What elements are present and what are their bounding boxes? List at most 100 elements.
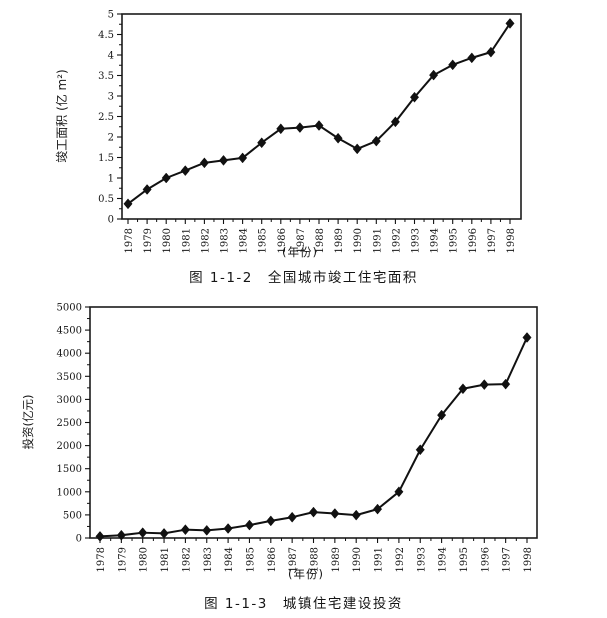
x-tick-label: 1991: [372, 228, 383, 253]
y-tick-label: 1: [108, 174, 114, 185]
y-tick-label: 4500: [57, 326, 82, 337]
x-tick-label: 1994: [430, 228, 441, 253]
data-line: [127, 22, 511, 205]
x-tick-label: 1996: [468, 228, 479, 253]
figure-1-1-3-caption: 图 1-1-3 城镇住宅建设投资: [204, 596, 403, 612]
y-tick-label: 4: [108, 51, 114, 62]
data-point-marker: [437, 409, 447, 421]
x-tick-label: 1980: [139, 547, 150, 572]
data-point-marker: [351, 509, 361, 521]
x-tick-label: 1979: [117, 547, 128, 572]
x-tick-label: 1994: [438, 547, 449, 572]
x-tick-label: 1985: [245, 547, 256, 572]
y-tick-label: 2000: [57, 441, 82, 452]
x-tick-label: 1992: [395, 547, 406, 572]
data-point-marker: [373, 503, 383, 515]
y-tick-label: 0: [108, 215, 114, 226]
y-tick-label: 2: [108, 133, 114, 144]
data-point-marker: [123, 198, 133, 210]
x-tick-label: 1982: [200, 228, 211, 253]
x-tick-label: 1990: [353, 228, 364, 253]
figure-1-1-2-caption: 图 1-1-2 全国城市竣工住宅面积: [189, 270, 418, 286]
x-tick-label: 1992: [391, 228, 402, 253]
data-point-marker: [159, 527, 169, 539]
data-point-marker: [308, 506, 319, 518]
data-point-marker: [330, 508, 340, 519]
data-point-marker: [522, 332, 532, 343]
y-tick-label: 5: [108, 10, 114, 21]
plot-frame: [89, 306, 538, 539]
x-tick-label: 1980: [162, 228, 173, 253]
data-point-marker: [223, 523, 233, 534]
x-tick-label: 1981: [181, 228, 192, 253]
y-tick-label: 0.5: [98, 194, 114, 205]
x-tick-label: 1978: [124, 228, 135, 253]
data-point-marker: [244, 519, 254, 531]
y-tick-label: 2500: [57, 418, 82, 429]
y-tick-label: 500: [63, 510, 82, 521]
x-tick-label: 1997: [502, 547, 513, 572]
y-tick-label: 3500: [57, 372, 82, 383]
x-tick-label: 1983: [203, 547, 214, 572]
data-point-marker: [390, 116, 400, 128]
y-tick-label: 0: [76, 534, 82, 545]
x-tick-label: 1995: [459, 547, 470, 572]
x-tick-label: 1986: [277, 228, 288, 253]
data-point-marker: [161, 172, 171, 184]
data-point-marker: [257, 137, 267, 149]
x-tick-label: 1987: [296, 228, 307, 253]
data-point-marker: [202, 524, 212, 536]
y-tick-label: 3: [108, 92, 114, 103]
data-point-marker: [448, 59, 458, 71]
data-point-marker: [138, 527, 148, 539]
plot-frame: [121, 13, 522, 220]
x-tick-label: 1979: [143, 228, 154, 253]
data-point-marker: [218, 154, 229, 166]
x-tick-label: 1982: [181, 547, 192, 572]
x-tick-label: 1978: [96, 547, 107, 572]
x-tick-label: 1996: [480, 547, 491, 572]
data-point-marker: [458, 383, 468, 395]
y-tick-label: 5000: [57, 303, 82, 314]
data-point-marker: [276, 123, 286, 135]
x-tick-label: 1993: [416, 547, 427, 572]
x-tick-label: 1998: [506, 228, 517, 253]
housing-investment-chart: 0 500 1000 1500 2000 2500 3000 3500 4000 4500 5000…: [21, 303, 538, 581]
data-point-marker: [199, 157, 209, 169]
data-point-marker: [238, 152, 248, 164]
x-tick-label: 1989: [334, 228, 345, 253]
data-line: [99, 336, 528, 538]
x-tick-label: 1989: [331, 547, 342, 572]
x-tick-label: 1985: [258, 228, 269, 253]
x-tick-label: 1984: [224, 547, 235, 572]
data-point-marker: [501, 378, 511, 390]
y-tick-label: 4000: [57, 349, 82, 360]
x-tick-label: 1997: [487, 228, 498, 253]
data-point-marker: [333, 132, 343, 144]
x-tick-label: 1988: [310, 547, 321, 572]
y-tick-label: 3000: [57, 395, 82, 406]
data-point-marker: [394, 486, 404, 498]
y-axis-title: 投资(亿元): [21, 395, 35, 450]
x-tick-label: 1990: [352, 547, 363, 572]
y-tick-label: 4.5: [98, 30, 114, 41]
data-point-marker: [415, 444, 425, 456]
data-point-marker: [287, 511, 297, 523]
y-tick-label: 2.5: [98, 112, 114, 123]
x-tick-label: 1991: [374, 547, 385, 572]
x-tick-label: 1987: [288, 547, 299, 572]
x-axis-title: (年份): [282, 245, 318, 259]
data-point-marker: [479, 379, 489, 391]
data-point-marker: [180, 165, 190, 177]
y-tick-label: 3.5: [98, 71, 114, 82]
x-tick-label: 1993: [411, 228, 422, 253]
x-tick-label: 1998: [523, 547, 534, 572]
x-tick-label: 1995: [449, 228, 460, 253]
data-point-marker: [371, 135, 381, 147]
y-tick-label: 1.5: [98, 153, 114, 164]
x-axis-title: (年份): [288, 567, 324, 581]
y-tick-label: 1000: [57, 487, 82, 498]
x-tick-label: 1983: [220, 228, 231, 253]
x-tick-label: 1981: [160, 547, 171, 572]
